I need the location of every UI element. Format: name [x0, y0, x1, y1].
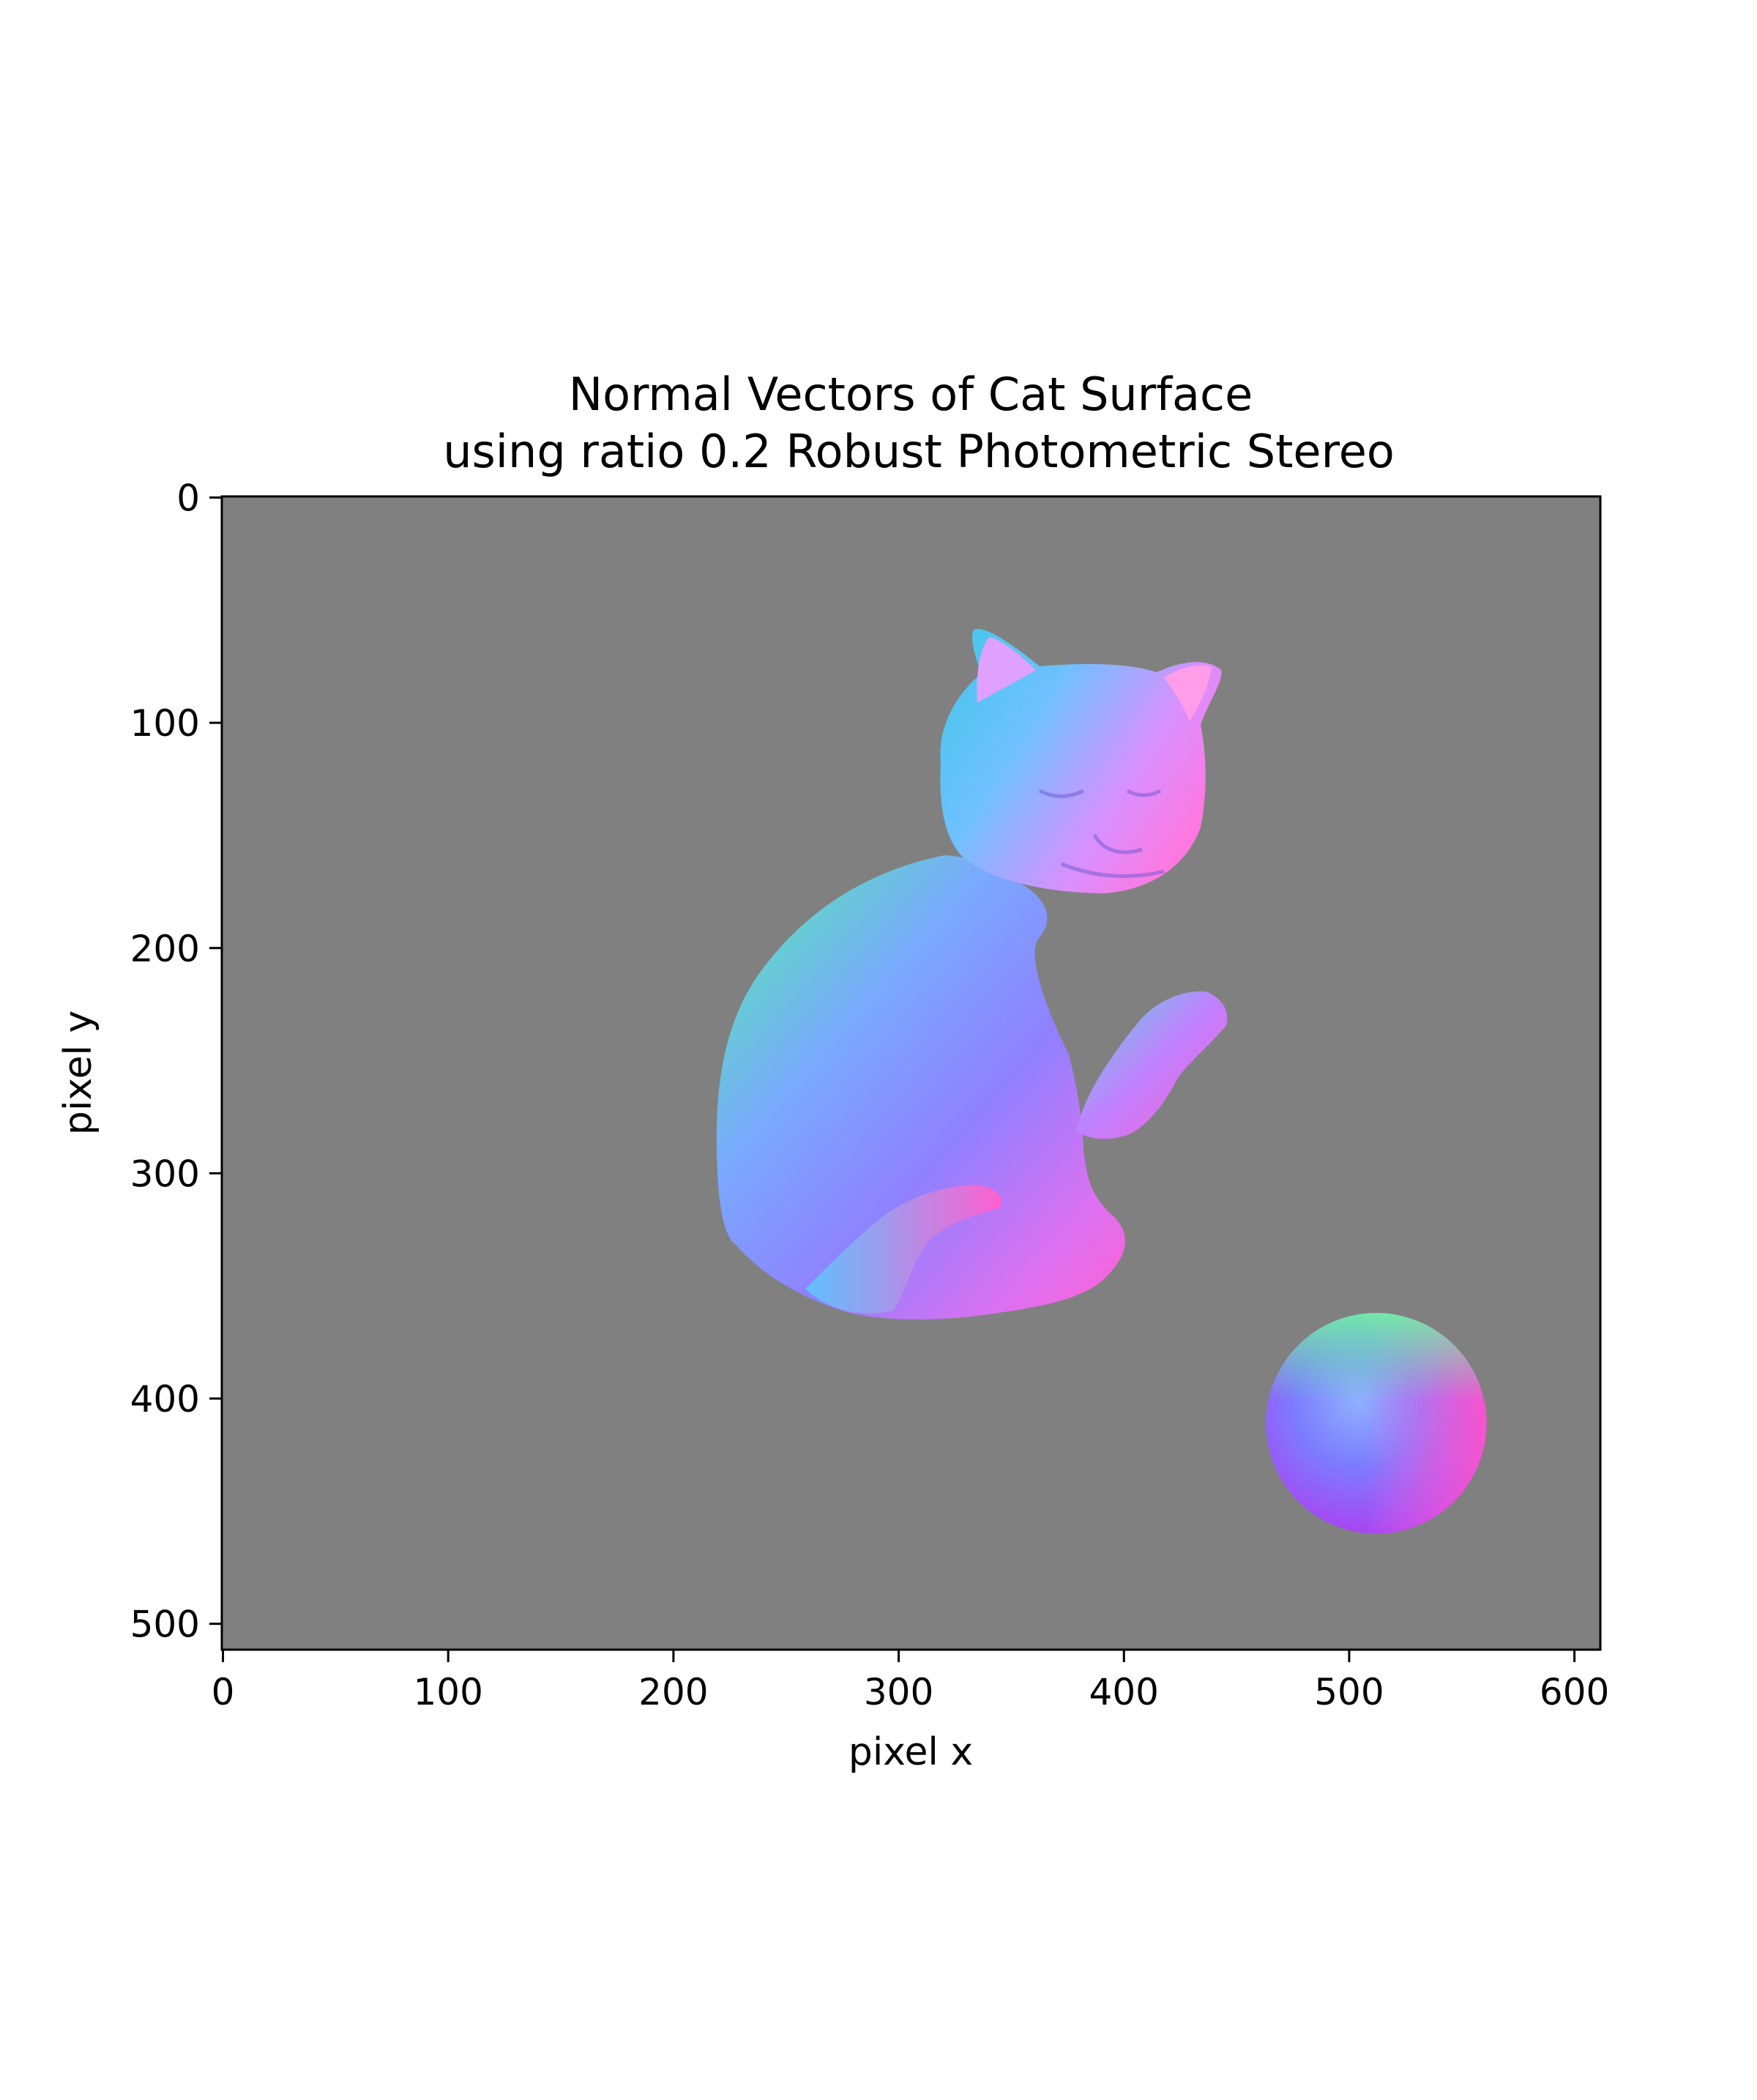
- x-tick-label: 100: [413, 1671, 482, 1713]
- y-tick-label: 0: [176, 477, 200, 520]
- cat-paw: [1076, 991, 1228, 1139]
- x-tick-label: 600: [1540, 1671, 1609, 1713]
- x-tick-label: 200: [638, 1671, 708, 1713]
- x-tick-label: 500: [1314, 1671, 1384, 1713]
- cat-face-detail: [1038, 789, 1165, 879]
- y-axis-label: pixel y: [56, 1010, 100, 1135]
- cat-ear-left: [977, 637, 1036, 703]
- axes-frame: [220, 495, 1602, 1651]
- y-tick-label: 300: [130, 1153, 200, 1195]
- x-tick-label: 400: [1089, 1671, 1159, 1713]
- cat-normal-map: [716, 628, 1228, 1319]
- cat-tail: [805, 1185, 1002, 1314]
- y-tick-label: 200: [130, 928, 200, 970]
- sphere-normal-map: [1266, 1313, 1487, 1534]
- plot-area: [222, 496, 1600, 1650]
- cat-ear-right: [1164, 665, 1212, 721]
- y-tick-label: 500: [130, 1604, 200, 1646]
- x-tick-label: 300: [864, 1671, 933, 1713]
- chart-title: Normal Vectors of Cat Surface: [569, 368, 1253, 421]
- x-axis-label: pixel x: [848, 1730, 973, 1774]
- cat-body: [716, 855, 1125, 1319]
- x-axis-ticks: 0 100 200 300 400 500 600: [212, 1650, 1609, 1713]
- y-tick-label: 400: [130, 1378, 200, 1421]
- y-tick-label: 100: [130, 702, 200, 745]
- cat-head: [940, 628, 1222, 893]
- x-tick-label: 0: [212, 1671, 235, 1713]
- sphere-shade-top: [1266, 1313, 1487, 1534]
- y-axis-ticks: 0 100 200 300 400 500: [130, 477, 222, 1646]
- chart-subtitle: using ratio 0.2 Robust Photometric Stere…: [443, 425, 1395, 478]
